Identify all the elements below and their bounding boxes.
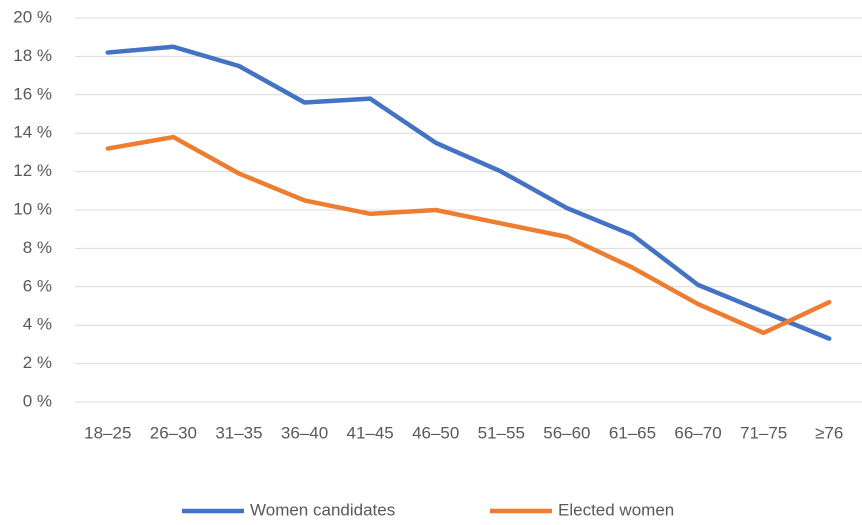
legend-label: Elected women (558, 500, 674, 519)
x-tick-label: 51–55 (478, 423, 525, 442)
x-tick-label: 18–25 (84, 423, 131, 442)
x-tick-label: 26–30 (150, 423, 197, 442)
y-tick-label: 6 % (23, 276, 52, 295)
data-line (105, 44, 832, 341)
y-tick-label: 14 % (13, 123, 52, 142)
y-tick-label: 4 % (23, 315, 52, 334)
data-line (105, 134, 832, 336)
y-tick-label: 20 % (13, 7, 52, 26)
y-tick-label: 10 % (13, 199, 52, 218)
x-tick-label: 46–50 (412, 423, 459, 442)
y-tick-label: 12 % (13, 161, 52, 180)
x-tick-label: 71–75 (740, 423, 787, 442)
y-tick-label: 18 % (13, 46, 52, 65)
y-tick-label: 8 % (23, 238, 52, 257)
x-tick-label: 56–60 (543, 423, 590, 442)
x-tick-label: ≥76 (815, 423, 843, 442)
y-tick-label: 0 % (23, 391, 52, 410)
y-tick-label: 2 % (23, 353, 52, 372)
x-tick-label: 31–35 (215, 423, 262, 442)
y-tick-label: 16 % (13, 84, 52, 103)
legend-label: Women candidates (250, 500, 395, 519)
x-tick-label: 66–70 (674, 423, 721, 442)
x-tick-label: 61–65 (609, 423, 656, 442)
x-tick-label: 41–45 (346, 423, 393, 442)
x-tick-label: 36–40 (281, 423, 328, 442)
